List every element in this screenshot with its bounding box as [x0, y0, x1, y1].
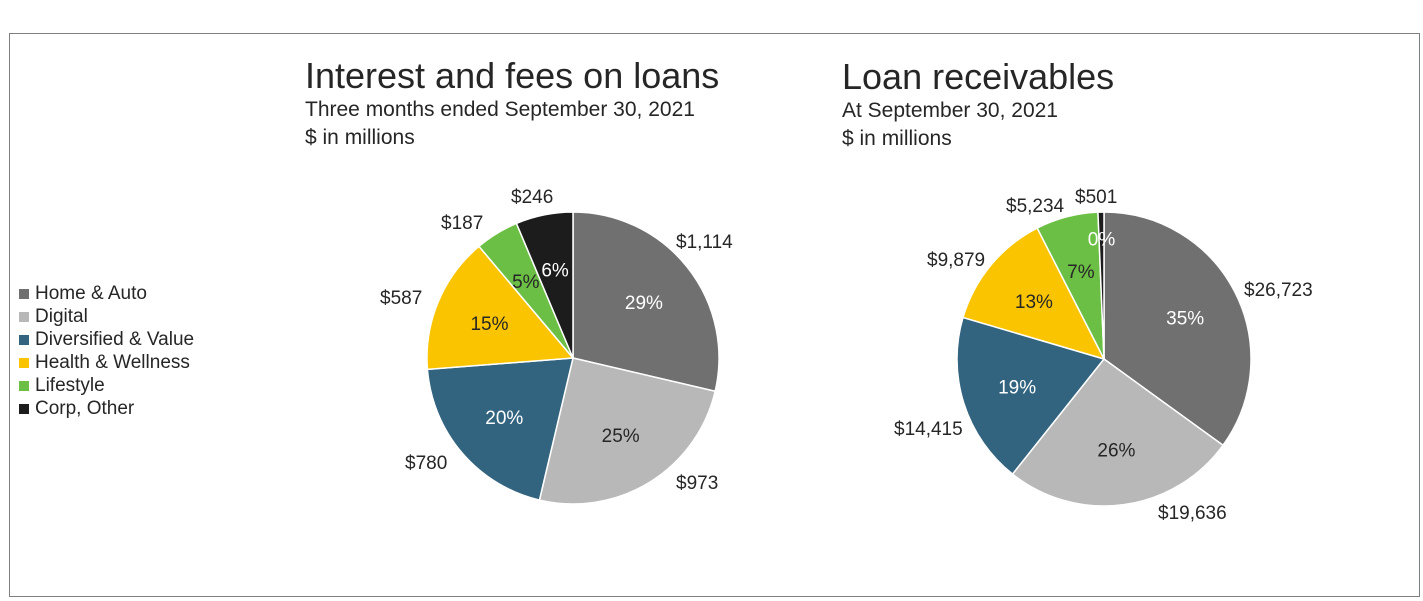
pie-value-label: $14,415	[894, 419, 963, 440]
pie-percent-label: 0%	[1088, 230, 1116, 251]
pie-slice-diversified-value	[426, 357, 574, 501]
chart-title: Interest and fees on loans	[305, 55, 720, 96]
legend-swatch	[19, 403, 29, 414]
legend-swatch	[19, 288, 29, 299]
pie-percent-label: 15%	[470, 314, 508, 335]
chart-header-receivables: Loan receivables At September 30, 2021 $…	[842, 57, 1114, 153]
pie-slice-home-auto	[572, 211, 720, 393]
pie-percent-label: 20%	[485, 408, 523, 429]
legend-swatch	[19, 311, 29, 322]
pie-value-label: $5,234	[1006, 196, 1065, 217]
pie-value-label: $587	[380, 288, 422, 309]
legend-swatch	[19, 334, 29, 345]
chart-subtitle: Three months ended September 30, 2021	[305, 98, 695, 121]
pie-percent-label: 7%	[1067, 262, 1095, 283]
pie-percent-label: 29%	[625, 293, 663, 314]
pie-slice-digital	[1011, 357, 1225, 507]
pie-percent-label: 19%	[998, 378, 1036, 399]
pie-percent-label: 5%	[512, 272, 540, 293]
legend-label: Lifestyle	[35, 374, 105, 396]
legend-swatch	[19, 357, 29, 368]
legend-label: Corp, Other	[35, 397, 135, 419]
legend-label: Home & Auto	[35, 282, 147, 304]
chart-frame	[9, 33, 1420, 597]
pie-value-label: $501	[1075, 187, 1117, 208]
pie-slice-health-wellness	[962, 227, 1106, 361]
chart-subtitle: At September 30, 2021	[842, 99, 1058, 122]
pie-value-label: $187	[441, 213, 483, 234]
pie-value-label: $19,636	[1158, 503, 1227, 524]
chart-title: Loan receivables	[842, 56, 1115, 97]
legend-item: Digital	[19, 305, 194, 328]
legend-item: Home & Auto	[19, 282, 194, 305]
legend-item: Corp, Other	[19, 397, 194, 420]
chart-units: $ in millions	[842, 127, 952, 150]
legend: Home & Auto Digital Diversified & Value …	[19, 282, 194, 420]
pie-percent-label: 25%	[602, 426, 640, 447]
pie-percent-label: 35%	[1166, 309, 1204, 330]
pie-value-label: $1,114	[676, 232, 733, 253]
pie-value-label: $9,879	[927, 250, 985, 271]
legend-swatch	[19, 380, 29, 391]
legend-label: Health & Wellness	[35, 351, 190, 373]
legend-item: Lifestyle	[19, 374, 194, 397]
pie-percent-label: 13%	[1015, 292, 1053, 313]
pie-value-label: $973	[676, 473, 718, 494]
pie-value-label: $780	[405, 453, 447, 474]
legend-label: Digital	[35, 305, 88, 327]
pie-slice-diversified-value	[956, 316, 1106, 476]
pie-percent-label: 26%	[1097, 440, 1135, 461]
legend-label: Diversified & Value	[35, 328, 195, 350]
pie-slice-digital	[538, 357, 717, 505]
pie-slice-health-wellness	[426, 245, 575, 371]
chart-units: $ in millions	[305, 126, 415, 149]
pie-value-label: $246	[511, 187, 553, 208]
legend-item: Diversified & Value	[19, 328, 194, 351]
pie-value-label: $26,723	[1244, 280, 1313, 301]
legend-item: Health & Wellness	[19, 351, 194, 374]
pie-slice-corp-other	[515, 211, 574, 359]
chart-header-interest: Interest and fees on loans Three months …	[305, 56, 719, 152]
pie-slice-corp-other	[1097, 211, 1105, 360]
pie-percent-label: 6%	[541, 260, 569, 281]
pie-slice-home-auto	[1103, 211, 1252, 447]
